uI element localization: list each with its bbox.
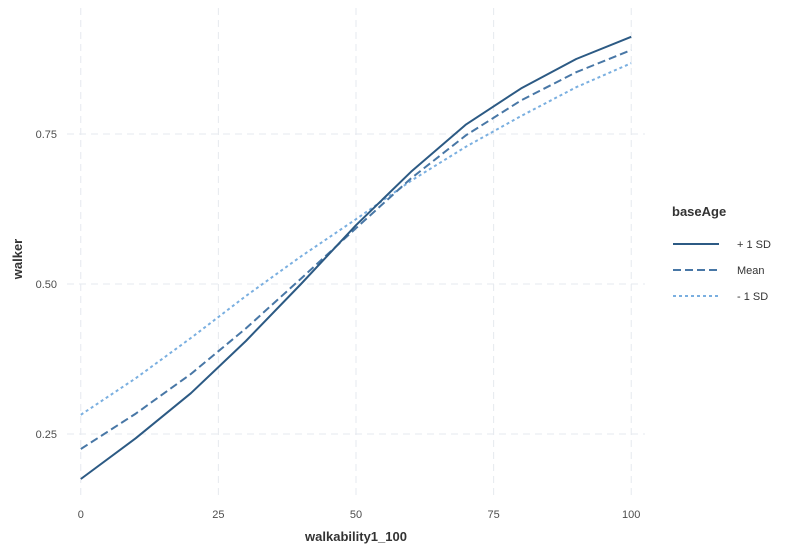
y-tick-label: 0.50	[36, 279, 57, 291]
x-tick-label: 50	[350, 509, 362, 521]
y-axis-title: walker	[10, 239, 25, 280]
y-tick-label: 0.25	[36, 429, 57, 441]
legend-label: - 1 SD	[737, 291, 768, 303]
series-line	[80, 62, 632, 416]
legend-label: + 1 SD	[737, 239, 771, 251]
grid	[67, 8, 645, 500]
x-axis-ticks: 0 25 50 75 100	[78, 509, 641, 521]
y-axis-ticks: 0.25 0.50 0.75	[36, 129, 57, 441]
x-tick-label: 0	[78, 509, 84, 521]
x-tick-label: 75	[487, 509, 499, 521]
series-line	[80, 35, 632, 480]
legend-label: Mean	[737, 265, 765, 277]
y-tick-label: 0.75	[36, 129, 57, 141]
series-lines	[80, 35, 632, 480]
series-line	[80, 49, 632, 450]
x-tick-label: 25	[212, 509, 224, 521]
legend: baseAge + 1 SD Mean - 1 SD	[672, 204, 771, 303]
x-axis-title: walkability1_100	[304, 529, 407, 544]
x-tick-label: 100	[622, 509, 640, 521]
legend-title: baseAge	[672, 204, 726, 219]
